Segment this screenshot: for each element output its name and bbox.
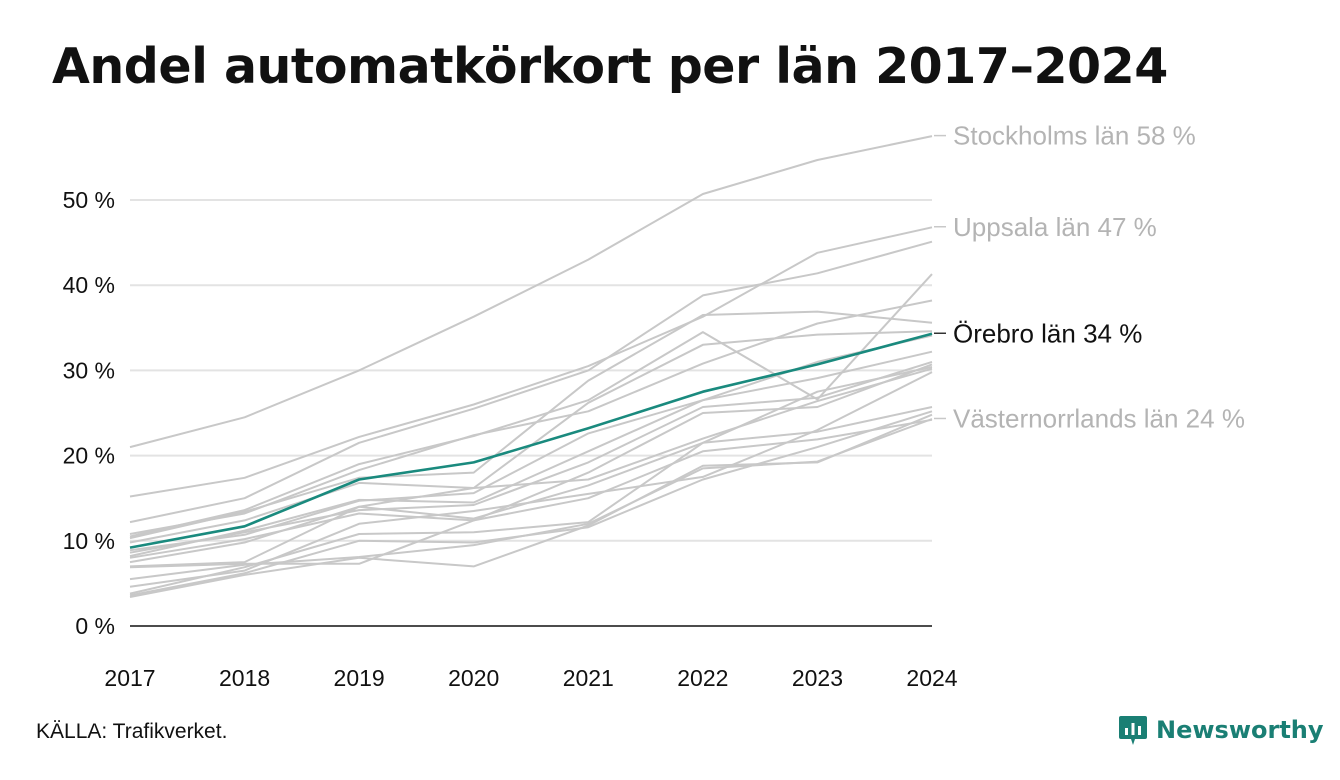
series-end-label: Stockholms län 58 % [953, 121, 1196, 151]
x-tick-label: 2020 [448, 665, 499, 691]
series-lines [129, 135, 933, 598]
chart-title: Andel automatkörkort per län 2017–2024 [52, 38, 1168, 95]
y-tick-label: 10 % [63, 528, 115, 554]
series-line [129, 406, 933, 595]
source-note: KÄLLA: Trafikverket. [36, 720, 228, 743]
y-tick-label: 30 % [63, 357, 115, 383]
brand-logo: Newsworthy [1118, 714, 1324, 746]
x-tick-label: 2022 [677, 665, 728, 691]
y-tick-label: 40 % [63, 272, 115, 298]
gridlines [130, 199, 932, 542]
x-tick-label: 2017 [104, 665, 155, 691]
x-tick-label: 2018 [219, 665, 270, 691]
brand-name: Newsworthy [1156, 716, 1324, 744]
x-tick-label: 2021 [563, 665, 614, 691]
series-line [129, 240, 933, 524]
series-end-label: Uppsala län 47 % [953, 212, 1157, 242]
x-tick-label: 2023 [792, 665, 843, 691]
series-end-label: Örebro län 34 % [953, 318, 1142, 348]
x-tick-label: 2024 [906, 665, 957, 691]
series-line [129, 310, 933, 540]
series-line [129, 226, 933, 498]
series-line [129, 367, 933, 568]
series-line-highlight [129, 332, 933, 549]
axes: 0 % 10 % 20 % 30 % 40 % 50 % 2017 2018 2019 2020 2… [63, 187, 958, 691]
x-tick-label: 2019 [334, 665, 385, 691]
series-line [129, 418, 933, 569]
series-line [129, 413, 933, 598]
series-line [129, 273, 933, 538]
series-line [129, 371, 933, 588]
y-tick-label: 20 % [63, 443, 115, 469]
series-line [129, 410, 933, 597]
y-tick-label: 50 % [63, 187, 115, 213]
series-line [129, 350, 933, 558]
newsworthy-logo-icon [1119, 716, 1147, 745]
series-end-label: Västernorrlands län 24 % [953, 403, 1245, 433]
series-line [129, 418, 933, 581]
series-end-labels: Stockholms län 58 % Uppsala län 47 % Väste… [934, 121, 1245, 433]
series-line [129, 135, 933, 449]
y-tick-label: 0 % [75, 613, 115, 639]
